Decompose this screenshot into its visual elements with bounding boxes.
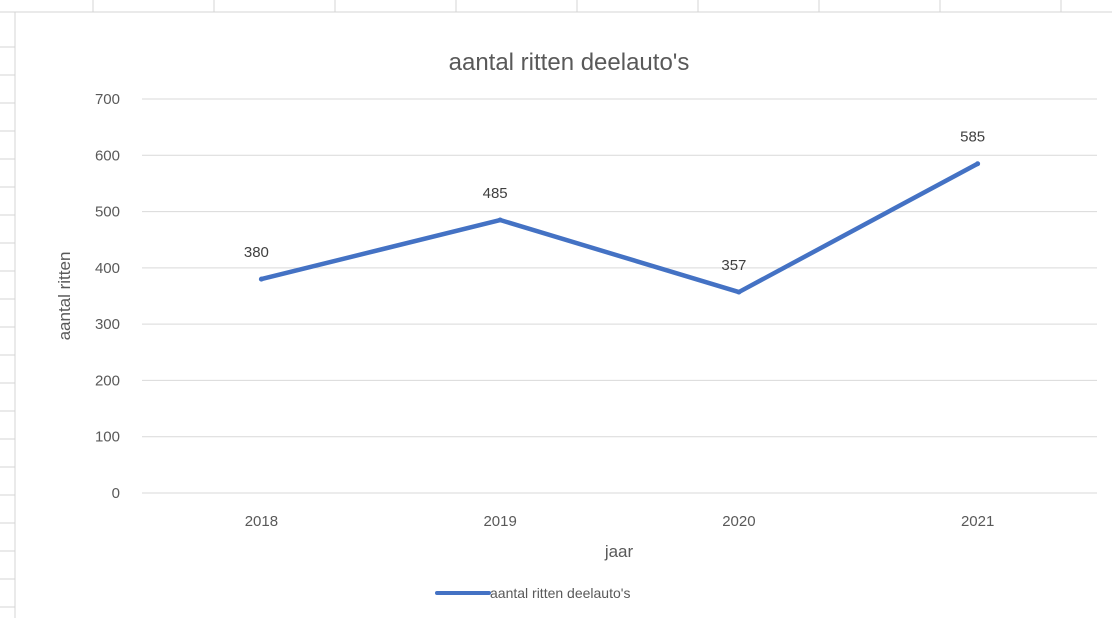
data-label: 585 xyxy=(960,129,985,146)
y-tick-label: 0 xyxy=(112,485,120,502)
data-label: 357 xyxy=(721,257,746,274)
data-label: 485 xyxy=(483,185,508,202)
data-point[interactable] xyxy=(258,276,264,282)
series-layer xyxy=(258,161,981,295)
data-label: 380 xyxy=(244,244,269,261)
legend[interactable]: aantal ritten deelauto's xyxy=(435,585,630,601)
x-tick-label: 2019 xyxy=(483,513,516,530)
y-tick-label: 300 xyxy=(95,316,120,333)
y-tick-label: 400 xyxy=(95,260,120,277)
y-tick-label: 200 xyxy=(95,372,120,389)
x-tick-label: 2018 xyxy=(245,513,278,530)
y-axis-ticks: 0 100 200 300 400 500 600 700 xyxy=(95,91,120,502)
y-tick-label: 600 xyxy=(95,147,120,164)
y-axis-title: aantal ritten xyxy=(55,252,74,341)
legend-label: aantal ritten deelauto's xyxy=(490,585,630,601)
data-point[interactable] xyxy=(736,289,742,295)
chart-title: aantal ritten deelauto's xyxy=(449,49,690,76)
x-axis-ticks: 2018 2019 2020 2021 xyxy=(245,513,995,530)
x-axis-title: jaar xyxy=(604,542,634,561)
series-line[interactable] xyxy=(259,161,980,295)
x-tick-label: 2020 xyxy=(722,513,755,530)
data-point[interactable] xyxy=(975,161,981,167)
data-labels: 380 485 357 585 xyxy=(244,129,985,274)
data-point[interactable] xyxy=(497,217,503,223)
x-tick-label: 2021 xyxy=(961,513,994,530)
y-tick-label: 700 xyxy=(95,91,120,108)
y-tick-label: 100 xyxy=(95,429,120,446)
gridlines xyxy=(142,98,1097,494)
y-tick-label: 500 xyxy=(95,204,120,221)
